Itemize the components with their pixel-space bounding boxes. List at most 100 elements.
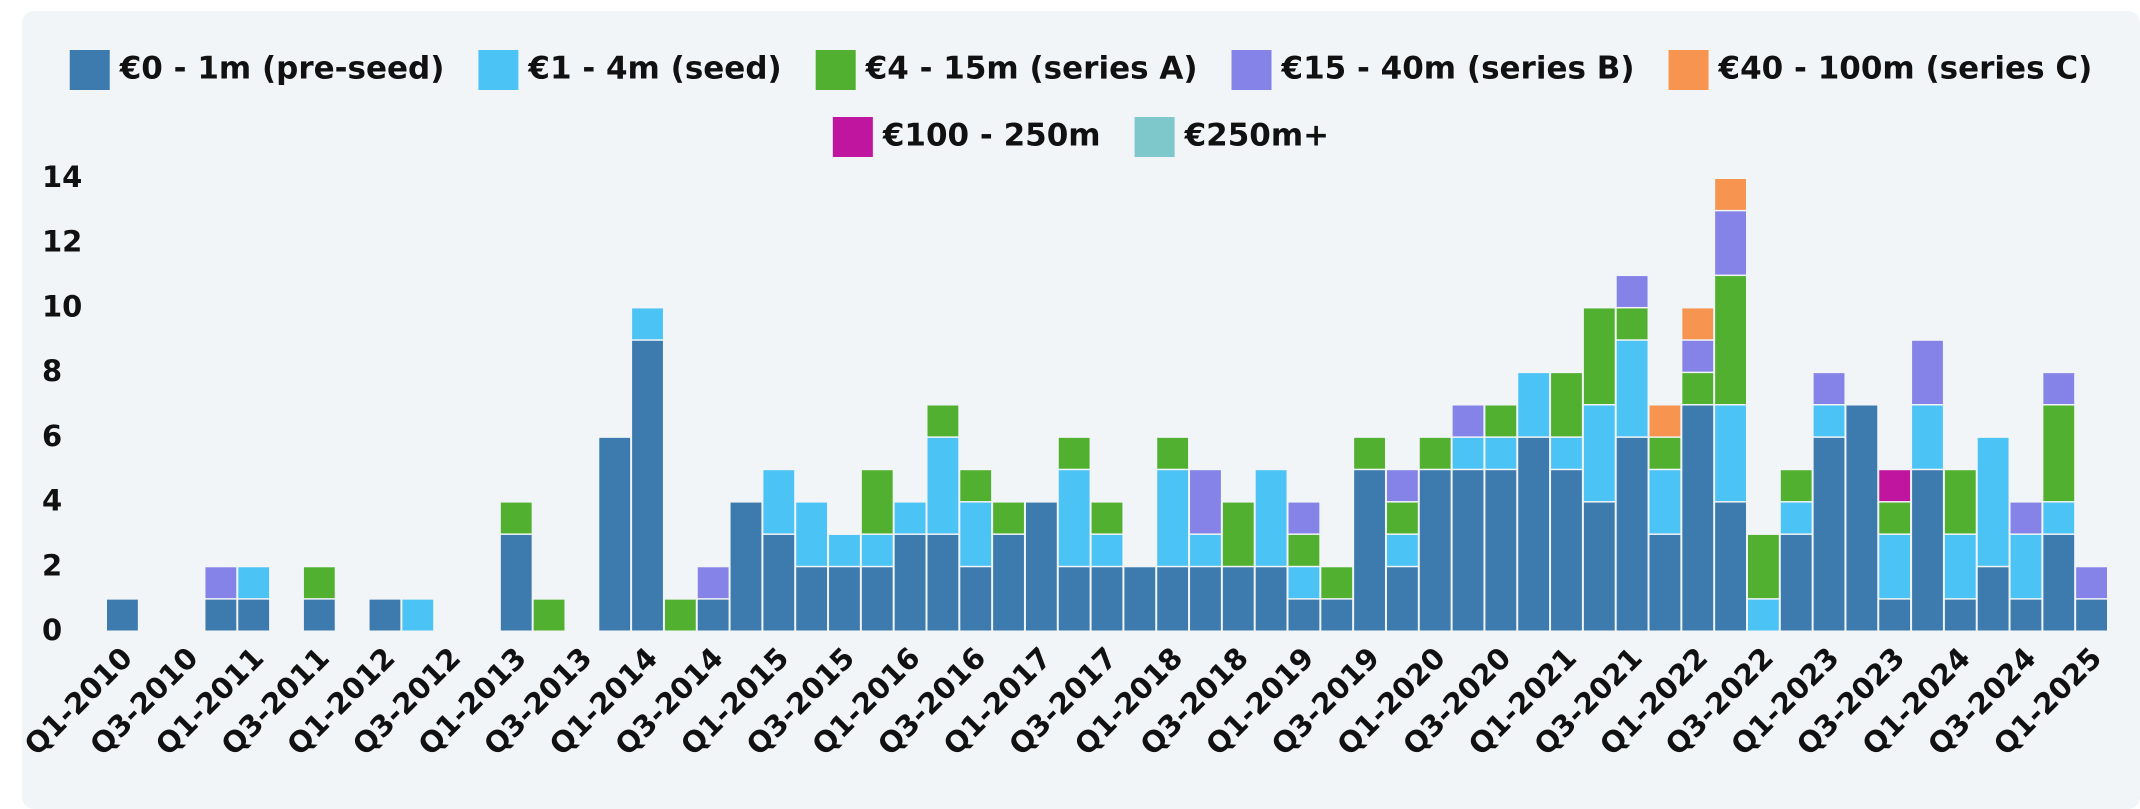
bar-segment (796, 502, 828, 566)
bar-segment (1091, 534, 1123, 566)
bar-segment (1977, 567, 2009, 631)
bar-segment (1616, 437, 1648, 631)
legend-label: €100 - 250m (882, 118, 1101, 154)
bar-segment (1583, 502, 1615, 631)
bar-segment (1813, 373, 1845, 404)
legend-item: €1 - 4m (seed) (478, 50, 782, 90)
bar-segment (402, 599, 434, 631)
bar-segment (632, 308, 663, 340)
bar-segment (960, 567, 992, 631)
bar-segment (1354, 470, 1385, 631)
legend-label: €15 - 40m (series B) (1281, 51, 1635, 87)
bar-segment (1058, 567, 1090, 631)
bar-segment (1222, 502, 1254, 566)
legend-item: €100 - 250m (832, 117, 1101, 157)
bar-segment (1715, 502, 1746, 631)
bar-segment (1485, 437, 1517, 469)
bar-segment (1091, 502, 1123, 534)
bar-segment (861, 567, 893, 631)
bar-segment (1912, 470, 1943, 631)
bar-segment (664, 599, 696, 631)
y-tick-label: 10 (42, 289, 82, 323)
bar-segment (2043, 373, 2075, 404)
bar-segment (1222, 567, 1254, 631)
bar-segment (1485, 405, 1517, 437)
legend-label: €0 - 1m (pre-seed) (119, 51, 445, 87)
bar-segment (927, 405, 959, 437)
bar-segment (1386, 567, 1418, 631)
bar-segment (960, 502, 992, 566)
bar-segment (2043, 502, 2075, 534)
bar-segment (1616, 308, 1648, 340)
bar-segment (1058, 437, 1090, 469)
legend: €0 - 1m (pre-seed) €1 - 4m (seed) €4 - 15m… (69, 50, 2093, 157)
bar-segment (1715, 405, 1746, 502)
bar-segment (1944, 470, 1976, 534)
bar-segment (1583, 308, 1615, 404)
bar-segment (1715, 179, 1746, 210)
bar-segment (861, 470, 893, 534)
bar-segment (894, 534, 926, 631)
y-tick-label: 4 (42, 484, 62, 518)
bar-segment (1912, 405, 1943, 469)
bar-segment (1354, 437, 1385, 469)
bar-segment (1682, 340, 1714, 372)
bar-segment (2010, 502, 2042, 534)
y-tick-label: 2 (42, 548, 62, 582)
legend-label: €40 - 100m (series C) (1718, 51, 2093, 87)
bar-segment (1616, 276, 1648, 307)
bar-segment (763, 534, 795, 631)
bar-segment (1288, 567, 1320, 599)
bar-segment (1058, 470, 1090, 566)
bar-segment (1419, 470, 1451, 631)
bar-segment (1551, 373, 1582, 437)
bar-segment (1682, 373, 1714, 404)
bar-segment (205, 599, 237, 631)
bar-segment (1288, 502, 1320, 534)
bar-segment (697, 599, 729, 631)
legend-item: €4 - 15m (series A) (815, 50, 1198, 90)
bar-segment (1419, 437, 1451, 469)
bar-segment (1485, 470, 1517, 631)
bar-segment (599, 437, 631, 631)
bar-segment (1813, 405, 1845, 437)
bar-segment (1879, 470, 1911, 502)
bar-segment (2043, 534, 2075, 631)
bar-segment (1682, 405, 1714, 631)
bar-segment (1157, 437, 1189, 469)
bar-segment (1288, 534, 1320, 566)
bar-segment (1879, 599, 1911, 631)
bar-segment (2043, 405, 2075, 502)
bar-segment (303, 567, 335, 599)
bar-segment (1682, 308, 1714, 340)
bar-segment (1518, 437, 1550, 631)
bar-segment (1715, 211, 1746, 275)
legend-swatch (69, 50, 110, 90)
bar-segment (1288, 599, 1320, 631)
bar-segment (1879, 502, 1911, 534)
legend-swatch (1231, 50, 1272, 90)
y-tick-label: 14 (42, 160, 82, 194)
bar-segment (2076, 599, 2107, 631)
bar-segment (1157, 470, 1189, 566)
bar-segment (1649, 534, 1681, 631)
legend-swatch (815, 50, 856, 90)
bar-segment (829, 534, 860, 566)
bar-segment (1190, 567, 1221, 631)
bar-segment (763, 470, 795, 534)
bar-segment (1780, 534, 1812, 631)
bar-segment (1780, 502, 1812, 534)
bar-segment (1386, 502, 1418, 534)
bar-segment (1813, 437, 1845, 631)
legend-swatch (478, 50, 519, 90)
bar-segment (796, 567, 828, 631)
bar-segment (1025, 502, 1057, 631)
bar-segment (861, 534, 893, 566)
bar-segment (303, 599, 335, 631)
bar-segment (1091, 567, 1123, 631)
bar-segment (1518, 373, 1550, 437)
bar-segment (1977, 437, 2009, 566)
bar-segment (1747, 534, 1779, 599)
legend-label: €4 - 15m (series A) (865, 51, 1198, 87)
